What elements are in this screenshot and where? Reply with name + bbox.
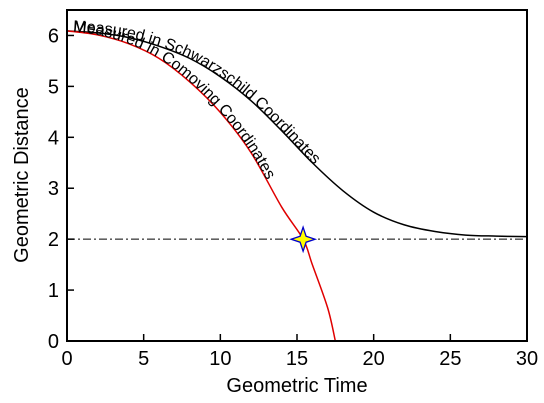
y-tick-label: 4 [48,127,59,149]
y-tick-label: 5 [48,76,59,98]
series-line-1 [67,30,337,341]
series-line-0 [67,30,527,238]
x-tick-label: 10 [209,348,231,370]
y-tick-label: 3 [48,178,59,200]
x-tick-label: 30 [516,348,538,370]
x-tick-label: 15 [286,348,308,370]
y-axis: 0 1 2 3 4 5 6 [48,25,74,353]
plot-area [67,30,527,341]
plot-frame [66,9,528,342]
x-axis-title: Geometric Time [226,375,367,397]
star-marker [289,225,318,254]
x-tick-label: 5 [138,348,149,370]
y-tick-label: 6 [48,25,59,47]
y-tick-label: 1 [48,280,59,302]
x-tick-label: 0 [61,348,72,370]
intersection-marker [289,225,318,254]
x-tick-label: 25 [439,348,461,370]
x-axis: 0 5 10 15 20 25 30 [61,334,538,370]
x-tick-label: 20 [363,348,385,370]
y-axis-title: Geometric Distance [11,87,33,263]
y-tick-label: 0 [48,331,59,353]
y-tick-label: 2 [48,229,59,251]
